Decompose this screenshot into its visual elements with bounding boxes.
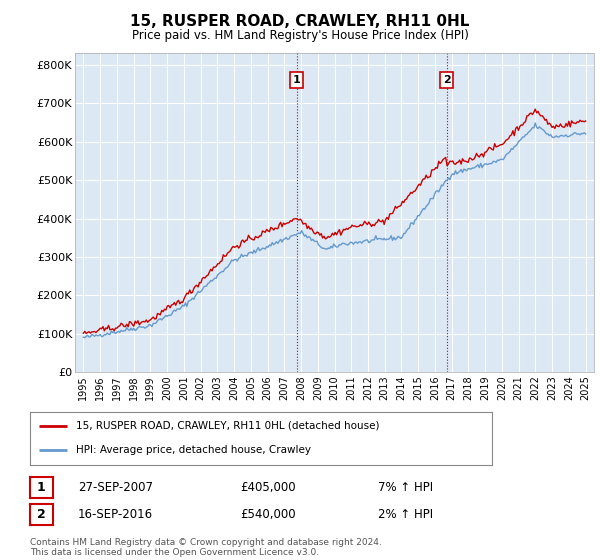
Text: 2: 2 bbox=[37, 508, 46, 521]
Text: 27-SEP-2007: 27-SEP-2007 bbox=[78, 481, 153, 494]
Text: £540,000: £540,000 bbox=[240, 508, 296, 521]
Text: HPI: Average price, detached house, Crawley: HPI: Average price, detached house, Craw… bbox=[76, 445, 311, 455]
Text: 1: 1 bbox=[37, 481, 46, 494]
Text: 16-SEP-2016: 16-SEP-2016 bbox=[78, 508, 153, 521]
Text: 1: 1 bbox=[293, 75, 301, 85]
Text: 2: 2 bbox=[443, 75, 451, 85]
Text: 7% ↑ HPI: 7% ↑ HPI bbox=[378, 481, 433, 494]
Text: 15, RUSPER ROAD, CRAWLEY, RH11 0HL (detached house): 15, RUSPER ROAD, CRAWLEY, RH11 0HL (deta… bbox=[76, 421, 380, 431]
Text: 2% ↑ HPI: 2% ↑ HPI bbox=[378, 508, 433, 521]
Text: 15, RUSPER ROAD, CRAWLEY, RH11 0HL: 15, RUSPER ROAD, CRAWLEY, RH11 0HL bbox=[130, 14, 470, 29]
Text: Price paid vs. HM Land Registry's House Price Index (HPI): Price paid vs. HM Land Registry's House … bbox=[131, 29, 469, 42]
Text: £405,000: £405,000 bbox=[240, 481, 296, 494]
Text: Contains HM Land Registry data © Crown copyright and database right 2024.
This d: Contains HM Land Registry data © Crown c… bbox=[30, 538, 382, 557]
